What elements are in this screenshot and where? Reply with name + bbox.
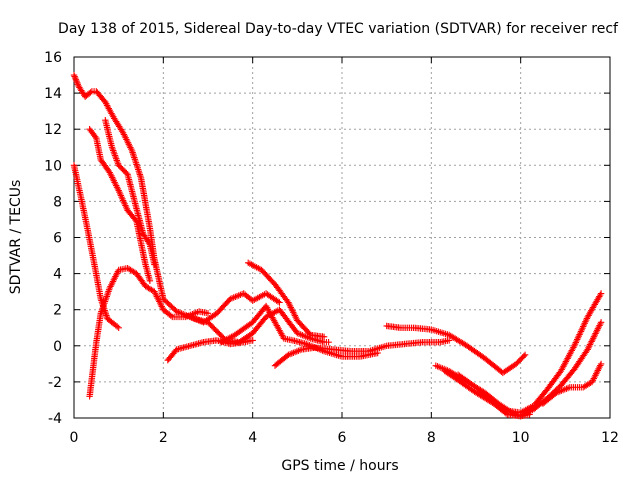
y-tick-label: -2 bbox=[48, 375, 62, 391]
series-track-11 bbox=[383, 322, 529, 377]
series-markers bbox=[539, 360, 605, 407]
series-markers bbox=[186, 290, 283, 326]
series-track-5 bbox=[102, 117, 158, 268]
series-track-7 bbox=[186, 290, 283, 326]
x-tick-label: 6 bbox=[338, 430, 347, 446]
y-axis-label: SDTVAR / TECUs bbox=[8, 180, 24, 295]
y-tick-label: 8 bbox=[53, 194, 62, 210]
y-tick-label: 14 bbox=[44, 86, 62, 102]
x-tick-label: 12 bbox=[601, 430, 619, 446]
chart-title: Day 138 of 2015, Sidereal Day-to-day VTE… bbox=[58, 21, 619, 37]
x-axis-label: GPS time / hours bbox=[281, 458, 398, 474]
series-track-15 bbox=[539, 360, 605, 407]
x-tick-label: 8 bbox=[427, 430, 436, 446]
series-markers bbox=[245, 259, 328, 340]
series-markers bbox=[102, 117, 158, 268]
series-markers bbox=[86, 265, 212, 400]
data-layer bbox=[70, 71, 605, 420]
series-markers bbox=[70, 162, 122, 331]
y-tick-label: 12 bbox=[44, 122, 62, 138]
y-tick-label: -4 bbox=[48, 411, 62, 427]
x-tick-label: 2 bbox=[159, 430, 168, 446]
y-tick-label: 0 bbox=[53, 339, 62, 355]
y-tick-label: 10 bbox=[44, 158, 62, 174]
series-markers bbox=[383, 322, 529, 377]
x-tick-label: 4 bbox=[248, 430, 257, 446]
series-track-9 bbox=[245, 259, 328, 340]
series-track-10 bbox=[271, 337, 453, 369]
y-tick-label: 16 bbox=[44, 50, 62, 66]
series-track-3 bbox=[86, 265, 212, 400]
series-track-4 bbox=[86, 126, 154, 284]
ticks: 0 2 4 6 8 10 12 -4 -2 0 2 4 6 8 10 12 14 16 bbox=[44, 50, 619, 446]
series-markers bbox=[271, 337, 453, 369]
y-tick-label: 2 bbox=[53, 303, 62, 319]
y-tick-label: 4 bbox=[53, 267, 62, 283]
x-tick-label: 10 bbox=[512, 430, 530, 446]
series-track-2 bbox=[70, 162, 122, 331]
x-tick-label: 0 bbox=[70, 430, 79, 446]
grid bbox=[74, 57, 610, 418]
y-tick-label: 6 bbox=[53, 231, 62, 247]
series-markers bbox=[86, 126, 154, 284]
